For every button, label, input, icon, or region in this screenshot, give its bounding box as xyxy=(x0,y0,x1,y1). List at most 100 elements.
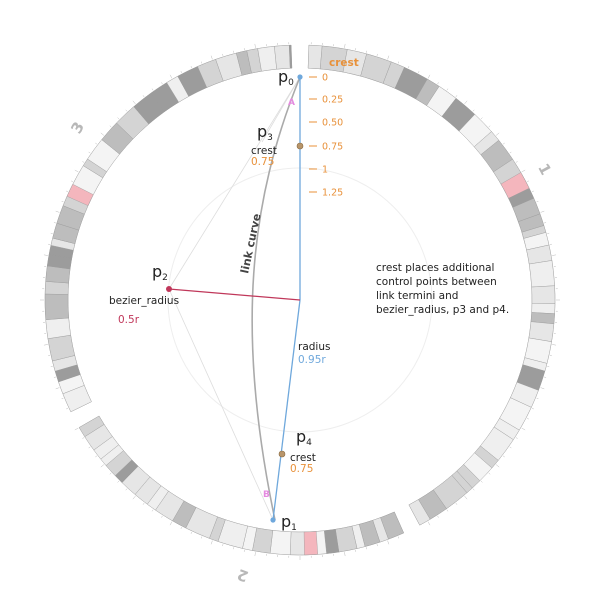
ideogram-tick xyxy=(503,143,505,144)
ideogram-tick xyxy=(527,418,529,419)
ideogram-tick xyxy=(428,522,430,525)
ideogram-tick xyxy=(456,503,457,505)
ideogram-tick xyxy=(143,95,144,97)
ideogram-tick xyxy=(496,465,499,468)
cytoband xyxy=(45,294,69,320)
ideogram-tick xyxy=(510,447,512,448)
ideogram-tick xyxy=(118,118,119,119)
ideogram-tick xyxy=(56,388,60,389)
ideogram-tick xyxy=(532,191,534,192)
ideogram-tick xyxy=(54,222,56,223)
ideogram-tick xyxy=(255,44,256,48)
ideogram-tick xyxy=(344,552,345,556)
ideogram-tick xyxy=(133,101,136,104)
explanation-note: crest places additional control points b… xyxy=(376,262,509,316)
bezier-radius-value: 0.5r xyxy=(118,314,140,326)
ideogram-tick xyxy=(527,181,529,182)
cytoband xyxy=(308,45,322,69)
ideogram-tick xyxy=(398,537,399,539)
marker-a: A xyxy=(288,98,295,108)
ideogram-tick xyxy=(222,544,223,546)
bezier-radius-label: bezier_radius xyxy=(109,295,179,307)
ideogram-tick xyxy=(489,473,490,474)
ideogram-tick xyxy=(516,438,518,439)
cytoband xyxy=(45,281,69,294)
chromosome-3-label: 3 xyxy=(67,119,88,137)
ideogram-tick xyxy=(473,489,474,490)
crest-scale-label: 0.75 xyxy=(322,142,343,153)
ideogram-tick xyxy=(388,56,389,60)
ideogram-tick xyxy=(71,181,73,182)
ideogram-tick xyxy=(181,527,182,529)
crest-scale-label: 0.25 xyxy=(322,95,343,106)
ideogram-tick xyxy=(101,133,104,136)
ideogram-tick xyxy=(438,82,439,84)
ideogram-tick xyxy=(110,473,111,474)
bezier-radius-line xyxy=(169,289,300,300)
ideogram-tick xyxy=(95,456,97,457)
ideogram-tick xyxy=(82,161,84,162)
ideogram-tick xyxy=(126,489,127,490)
ideogram-tick xyxy=(465,496,468,499)
ideogram-tick xyxy=(233,51,234,53)
chromosome-1-label: 1 xyxy=(534,160,555,178)
ideogram-tick xyxy=(398,62,399,64)
ideogram-tick xyxy=(255,552,256,556)
ideogram-tick xyxy=(418,71,419,73)
ideogram-tick xyxy=(222,54,223,56)
highlight-band xyxy=(304,531,318,555)
p4-crest-value: 0.75 xyxy=(290,463,313,475)
ideogram-tick xyxy=(456,95,457,97)
p0-dot xyxy=(297,74,302,79)
ideogram-tick xyxy=(503,456,505,457)
ideogram-tick xyxy=(75,428,78,430)
ideogram-tick xyxy=(547,233,549,234)
ideogram-tick xyxy=(66,408,68,409)
radius-line-p1 xyxy=(273,300,300,520)
chromosome-2-label: 2 xyxy=(235,565,251,585)
ideogram-tick xyxy=(428,75,430,78)
p4-label: p4 xyxy=(296,427,312,448)
p3-dot xyxy=(297,143,303,149)
ideogram-tick xyxy=(447,510,448,512)
ideogram-tick xyxy=(201,537,202,539)
ideogram-tick xyxy=(54,377,56,378)
p4-dot xyxy=(279,451,285,457)
ideogram-tick xyxy=(438,516,439,518)
ideogram-tick xyxy=(552,344,556,345)
ideogram-tick xyxy=(89,447,91,448)
ideogram-tick xyxy=(552,255,556,256)
ideogram-tick xyxy=(75,170,78,172)
ideogram-tick xyxy=(547,366,549,367)
radius-value: 0.95r xyxy=(298,354,326,366)
ideogram-tick xyxy=(191,66,192,68)
ideogram-tick xyxy=(126,110,127,111)
ideogram-tick xyxy=(465,101,468,104)
ideogram-tick xyxy=(170,75,172,78)
ideogram-tick xyxy=(522,170,525,172)
ideogram-tick xyxy=(170,522,172,525)
ideogram-tick xyxy=(51,366,53,367)
p2-dot xyxy=(166,286,172,292)
ideogram-tick xyxy=(133,496,136,499)
ideogram-tick xyxy=(44,344,48,345)
ideogram-tick xyxy=(161,82,162,84)
note-line-1: crest places additional xyxy=(376,262,494,274)
ideogram-tick xyxy=(44,255,48,256)
ideogram-tick xyxy=(233,547,234,549)
cytoband xyxy=(46,318,71,339)
note-line-4: bezier_radius, p3 and p4. xyxy=(376,304,509,316)
ideogram-tick xyxy=(82,438,84,439)
note-line-2: control points between xyxy=(376,276,497,288)
ideogram-tick xyxy=(388,541,389,545)
ideogram-tick xyxy=(408,66,409,68)
ideogram-tick xyxy=(537,201,539,202)
ideogram-tick xyxy=(447,89,448,91)
ideogram-tick xyxy=(66,191,68,192)
ideogram-tick xyxy=(181,71,182,73)
p2-label: p2 xyxy=(152,262,168,283)
p3-crest-value: 0.75 xyxy=(251,156,274,168)
ideogram-tick xyxy=(537,398,539,399)
